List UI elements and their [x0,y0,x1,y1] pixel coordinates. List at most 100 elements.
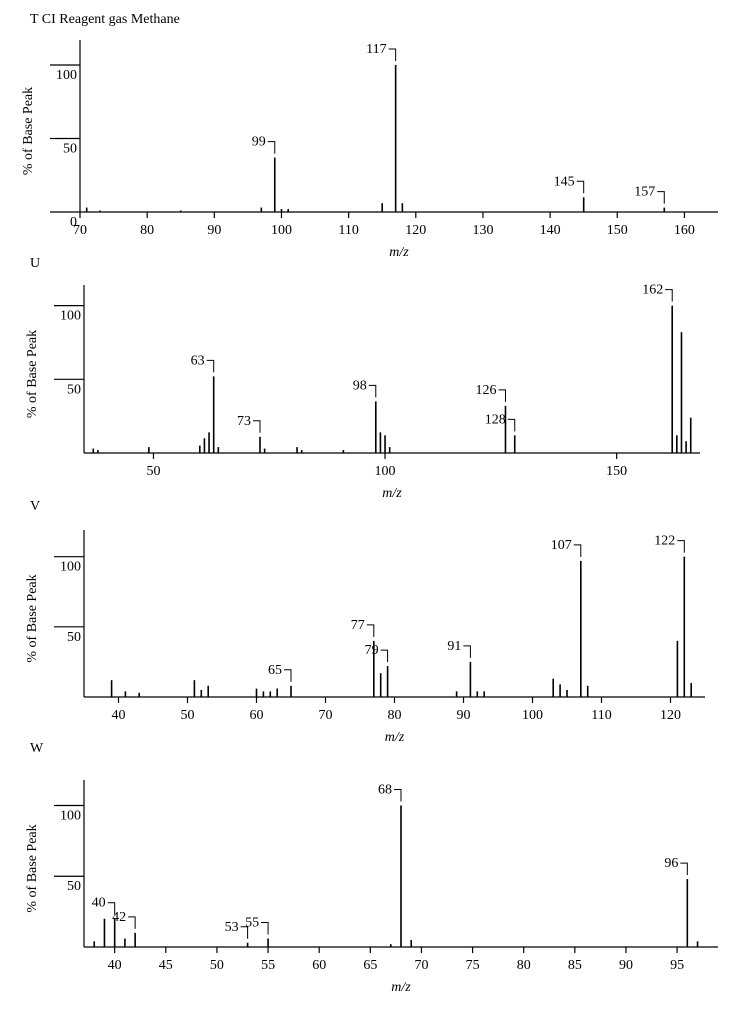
peak [97,450,99,453]
annotation-leader [366,624,375,637]
x-tick-label: 50 [146,464,160,479]
x-tick-label: 90 [619,958,633,973]
peak [400,805,402,947]
y-tick-label: 0 [70,215,77,230]
peak-annotation: 42 [112,910,126,925]
annotation-leader [665,289,673,302]
peak [374,401,377,453]
x-tick-label: 150 [606,464,627,479]
peak [386,666,389,697]
annotation-leader [394,788,402,802]
peak [381,203,384,212]
peak [455,691,458,697]
y-axis-label: % of Base Peak [25,330,40,418]
peak [580,560,582,697]
x-tick-label: 130 [472,223,493,238]
x-tick-label: 100 [271,223,292,238]
peak-annotation: 117 [366,42,386,57]
peak-annotation: 122 [654,534,675,549]
x-tick-label: 75 [466,958,480,973]
peak-annotation: 162 [642,283,663,298]
peak-annotation: 73 [237,414,251,429]
x-tick-label: 40 [112,708,126,723]
peak [208,432,210,453]
x-tick-label: 150 [607,223,628,238]
peak [260,207,263,212]
annotation-leader [128,916,136,929]
x-tick-label: 85 [568,958,582,973]
peak [85,207,88,212]
peak-annotation: 77 [351,618,365,633]
peak [389,944,392,947]
x-axis-label: m/z [385,730,405,745]
annotation-leader [253,420,261,433]
x-tick-label: 120 [660,708,681,723]
peak [504,405,507,453]
peak [686,879,689,947]
peak [663,207,666,212]
annotation-leader [267,141,276,154]
peak-annotation: 157 [634,185,655,200]
peak [290,685,292,697]
peak [410,939,413,947]
peak [263,448,266,453]
annotation-leader [107,902,116,915]
peak [99,210,101,212]
y-axis-label: % of Base Peak [25,824,40,912]
peak [92,448,95,453]
x-tick-label: 120 [405,223,426,238]
peak [476,691,479,697]
annotation-leader [368,384,377,398]
x-tick-label: 50 [181,708,195,723]
peak-annotation: 145 [554,174,575,189]
x-tick-label: 70 [73,223,87,238]
y-tick-label: 50 [67,382,81,397]
x-tick-label: 60 [312,958,326,973]
x-tick-label: 110 [591,708,611,723]
peak [685,441,687,453]
y-tick-label: 100 [60,309,81,324]
x-tick-label: 100 [375,464,396,479]
y-tick-label: 100 [56,68,77,83]
peak [246,942,249,947]
peak [267,938,269,947]
peak [300,450,303,453]
peak [296,447,298,453]
peak [207,685,209,697]
peak [483,691,485,697]
x-tick-label: 80 [140,223,154,238]
peak [124,691,127,697]
peak [103,918,106,947]
x-tick-label: 160 [674,223,695,238]
peak-annotation: 128 [485,412,506,427]
x-tick-label: 70 [414,958,428,973]
x-tick-label: 100 [522,708,543,723]
peak-annotation: 98 [353,378,367,393]
peak [373,640,375,697]
annotation-leader [463,645,471,658]
annotation-leader [388,48,397,61]
peak [255,688,258,697]
peak [259,436,261,453]
peak [671,305,674,453]
x-tick-label: 110 [338,223,358,238]
peak-annotation: 79 [365,643,379,658]
peak [217,447,220,453]
x-tick-label: 60 [250,708,264,723]
peak-annotation: 53 [225,920,239,935]
peak [401,203,404,212]
peak [287,209,289,212]
panel-title: W [30,741,44,756]
peak [124,938,126,947]
peak [276,688,278,697]
y-tick-label: 100 [60,808,81,823]
y-tick-label: 50 [63,141,77,156]
annotation-leader [206,359,215,373]
peak-annotation: 96 [664,856,678,871]
annotation-leader [677,540,685,553]
peak [513,435,516,453]
x-tick-label: 50 [210,958,224,973]
peak [683,556,686,697]
peak [138,692,140,697]
